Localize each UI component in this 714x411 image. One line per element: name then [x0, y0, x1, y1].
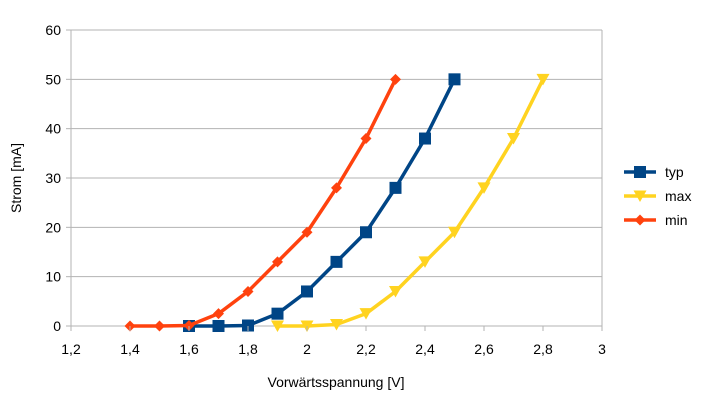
x-tick-label: 1,8	[238, 341, 258, 357]
data-point-max	[359, 308, 373, 320]
legend-marker-typ	[634, 166, 646, 178]
x-axis-label: Vorwärtsspannung [V]	[268, 374, 405, 390]
data-point-typ	[419, 132, 431, 145]
data-point-min	[272, 256, 283, 268]
data-point-typ	[301, 285, 313, 298]
legend: typ max min	[624, 164, 691, 228]
x-tick-label: 1,2	[61, 341, 81, 357]
data-point-typ	[271, 307, 284, 320]
series-typ	[183, 73, 461, 332]
data-point-min	[183, 320, 195, 332]
y-tick-label: 60	[45, 22, 61, 38]
legend-label-typ: typ	[665, 164, 684, 180]
y-tick-label: 30	[45, 170, 61, 186]
series-min	[124, 73, 401, 332]
x-tick-label: 2	[303, 341, 311, 357]
x-tick-label: 1,6	[179, 341, 199, 357]
x-tick-label: 2,6	[474, 341, 494, 357]
data-point-max	[418, 256, 432, 268]
legend-label-max: max	[665, 188, 691, 204]
data-point-typ	[389, 181, 402, 194]
data-point-min	[242, 285, 254, 297]
data-point-max	[271, 320, 284, 332]
y-tick-label: 50	[45, 71, 61, 87]
data-point-min	[301, 226, 313, 238]
legend-item-max: max	[624, 188, 691, 204]
data-point-max	[536, 73, 550, 86]
x-tick-label: 3	[598, 341, 606, 357]
data-point-min	[213, 308, 224, 320]
data-point-min	[390, 73, 401, 85]
series-line-max	[277, 78, 545, 328]
data-point-max	[330, 319, 343, 331]
data-point-typ	[330, 255, 343, 268]
data-point-max	[448, 226, 461, 239]
x-tick-label: 2,8	[533, 341, 553, 357]
legend-item-min: min	[624, 212, 688, 228]
data-point-max	[389, 285, 402, 298]
series-max	[271, 73, 550, 332]
data-point-typ	[242, 319, 254, 332]
y-tick-label: 20	[45, 219, 61, 235]
y-tick-label: 0	[53, 318, 61, 334]
series-line-min	[130, 78, 398, 328]
y-tick-label: 10	[45, 269, 61, 285]
legend-marker-max	[633, 190, 647, 202]
x-tick-label: 1,4	[120, 341, 140, 357]
series-layer	[124, 73, 550, 332]
data-point-min	[331, 182, 342, 194]
x-tick-label: 2,2	[356, 341, 376, 357]
y-axis-label: Strom [mA]	[8, 143, 24, 213]
data-point-max	[507, 133, 520, 145]
data-point-typ	[360, 226, 372, 239]
legend-item-typ: typ	[624, 164, 684, 180]
grid-layer	[71, 29, 602, 278]
data-point-typ	[448, 73, 461, 86]
data-point-min	[154, 320, 165, 332]
y-tick-label: 40	[45, 121, 61, 137]
data-point-min	[360, 133, 372, 145]
x-tick-label: 2,4	[415, 341, 435, 357]
series-line-typ	[189, 78, 457, 328]
data-point-max	[477, 182, 491, 194]
legend-label-min: min	[665, 212, 688, 228]
legend-marker-min	[634, 214, 646, 226]
data-point-typ	[212, 320, 225, 332]
